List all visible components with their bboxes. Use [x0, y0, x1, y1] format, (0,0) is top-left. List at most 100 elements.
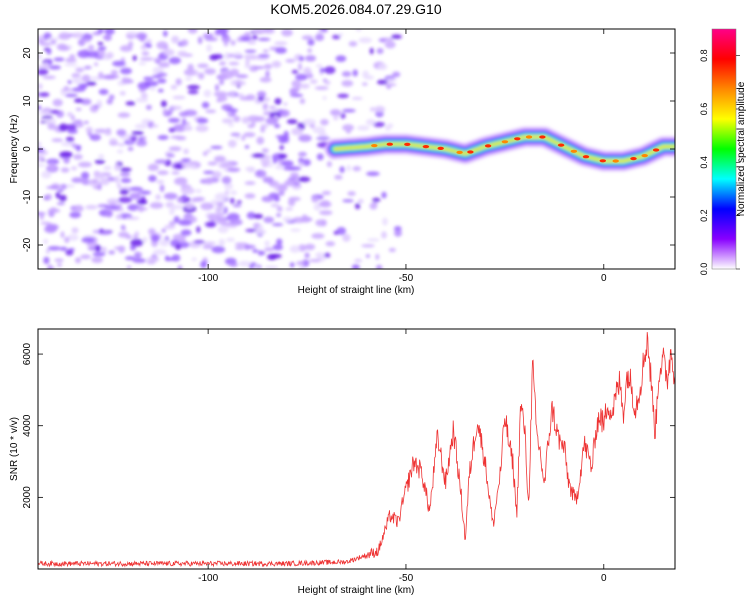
- noise-speckle: [275, 164, 285, 170]
- noise-speckle: [162, 45, 169, 50]
- x-tick-label: -50: [399, 273, 414, 284]
- noise-speckle: [265, 117, 279, 125]
- noise-speckle: [38, 83, 43, 90]
- noise-speckle: [203, 170, 215, 175]
- colorbar-tick-label: 0.6: [699, 103, 709, 116]
- noise-speckle: [263, 216, 275, 223]
- noise-speckle: [226, 111, 231, 115]
- noise-speckle: [205, 221, 217, 228]
- noise-speckle: [295, 73, 308, 81]
- noise-speckle: [261, 195, 274, 203]
- ridge-hotspot: [525, 135, 533, 139]
- noise-speckle: [253, 66, 265, 70]
- ridge-hotspot: [456, 150, 463, 154]
- noise-speckle: [142, 236, 148, 243]
- noise-speckle: [245, 228, 258, 233]
- noise-speckle: [311, 196, 319, 203]
- noise-speckle: [311, 233, 325, 239]
- noise-speckle: [324, 66, 336, 74]
- noise-speckle: [219, 80, 225, 85]
- noise-speckle: [356, 125, 370, 131]
- noise-speckle: [80, 98, 92, 105]
- noise-speckle: [290, 228, 301, 232]
- noise-speckle: [168, 146, 182, 152]
- noise-speckle: [272, 157, 277, 164]
- colorbar-ticks: 0.0 0.2 0.4 0.6 0.8: [699, 49, 740, 275]
- noise-speckle: [119, 189, 129, 195]
- noise-speckle: [91, 256, 103, 264]
- noise-speckle: [70, 115, 75, 121]
- noise-speckle: [244, 145, 250, 149]
- noise-speckle: [125, 101, 136, 106]
- noise-speckle: [116, 129, 127, 137]
- ridge-hotspot: [514, 137, 521, 141]
- noise-speckle: [235, 74, 249, 79]
- noise-speckle: [342, 108, 356, 113]
- noise-speckle: [201, 101, 210, 109]
- noise-speckle: [180, 229, 192, 236]
- noise-speckle: [227, 224, 237, 228]
- noise-speckle: [149, 87, 156, 91]
- noise-speckle: [378, 63, 388, 71]
- noise-speckle: [205, 149, 212, 153]
- noise-speckle: [196, 226, 201, 234]
- noise-speckle: [114, 163, 121, 171]
- noise-speckle: [244, 64, 252, 69]
- noise-speckle: [254, 116, 266, 122]
- noise-speckle: [157, 88, 164, 93]
- noise-speckle: [309, 79, 318, 84]
- colorbar-tick-label: 0.4: [699, 156, 709, 169]
- noise-speckle: [140, 44, 148, 51]
- noise-speckle: [257, 54, 270, 58]
- noise-speckle: [251, 121, 256, 128]
- noise-speckle: [126, 216, 140, 220]
- noise-speckle: [358, 37, 372, 44]
- noise-speckle: [152, 75, 162, 79]
- noise-speckle: [303, 67, 312, 75]
- noise-speckle: [232, 203, 242, 208]
- noise-speckle: [227, 53, 235, 58]
- noise-speckle: [372, 197, 381, 203]
- noise-speckle: [230, 197, 235, 204]
- ridge-hotspot: [484, 144, 492, 148]
- noise-speckle: [162, 108, 168, 114]
- noise-speckle: [59, 194, 67, 202]
- snr-y-label: SNR (10 * v/v): [9, 417, 20, 481]
- noise-speckle: [38, 53, 43, 60]
- noise-speckle: [197, 36, 203, 45]
- noise-speckle: [210, 145, 223, 150]
- noise-speckle: [283, 102, 288, 106]
- x-tick-label: 0: [601, 573, 607, 584]
- noise-speckle: [129, 192, 141, 200]
- noise-speckle: [252, 153, 265, 158]
- noise-speckle: [108, 206, 121, 210]
- noise-speckle: [228, 92, 236, 97]
- noise-speckle: [130, 136, 138, 141]
- noise-speckle: [276, 213, 282, 218]
- noise-speckle: [241, 135, 246, 141]
- noise-speckle: [115, 214, 123, 220]
- noise-speckle: [106, 99, 113, 105]
- noise-speckle: [376, 79, 388, 85]
- noise-speckle: [192, 198, 203, 202]
- noise-speckle: [48, 65, 62, 70]
- noise-speckle: [226, 237, 235, 242]
- noise-speckle: [134, 231, 140, 238]
- noise-speckle: [262, 49, 269, 53]
- noise-speckle: [218, 61, 227, 66]
- noise-speckle: [160, 100, 167, 108]
- noise-speckle: [71, 177, 84, 183]
- noise-speckle: [156, 180, 165, 184]
- noise-speckle: [214, 84, 220, 92]
- noise-speckle: [195, 125, 209, 132]
- noise-speckle: [316, 153, 324, 161]
- noise-speckle: [234, 245, 245, 250]
- noise-speckle: [149, 202, 164, 209]
- noise-speckle: [169, 220, 176, 226]
- noise-speckle: [131, 130, 144, 135]
- noise-speckle: [119, 91, 126, 96]
- noise-speckle: [65, 136, 75, 143]
- noise-speckle: [72, 76, 82, 84]
- noise-speckle: [315, 219, 327, 227]
- noise-speckle: [135, 97, 149, 103]
